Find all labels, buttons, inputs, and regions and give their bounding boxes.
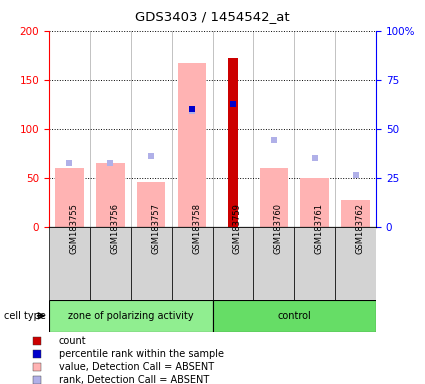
Bar xyxy=(300,178,329,227)
Text: count: count xyxy=(59,336,86,346)
Bar xyxy=(137,182,165,227)
Bar xyxy=(49,227,90,300)
Bar xyxy=(172,227,212,300)
Text: GDS3403 / 1454542_at: GDS3403 / 1454542_at xyxy=(135,10,290,23)
Bar xyxy=(212,227,253,300)
Bar xyxy=(335,227,376,300)
Bar xyxy=(260,168,288,227)
Text: percentile rank within the sample: percentile rank within the sample xyxy=(59,349,224,359)
Bar xyxy=(341,200,370,227)
Text: GSM183761: GSM183761 xyxy=(315,203,324,254)
Bar xyxy=(96,163,125,227)
Text: cell type: cell type xyxy=(4,311,46,321)
Text: GSM183756: GSM183756 xyxy=(110,203,119,254)
Text: GSM183755: GSM183755 xyxy=(69,203,78,254)
Bar xyxy=(49,300,212,332)
Text: value, Detection Call = ABSENT: value, Detection Call = ABSENT xyxy=(59,362,214,372)
Bar xyxy=(253,227,294,300)
Text: GSM183759: GSM183759 xyxy=(233,203,242,254)
Bar xyxy=(55,168,84,227)
Text: control: control xyxy=(278,311,311,321)
Text: GSM183757: GSM183757 xyxy=(151,203,160,254)
Text: GSM183760: GSM183760 xyxy=(274,203,283,254)
Bar xyxy=(228,58,238,227)
Text: GSM183758: GSM183758 xyxy=(192,203,201,254)
Bar xyxy=(294,227,335,300)
Text: rank, Detection Call = ABSENT: rank, Detection Call = ABSENT xyxy=(59,376,209,384)
Text: GSM183762: GSM183762 xyxy=(356,203,365,254)
Bar xyxy=(90,227,131,300)
Text: zone of polarizing activity: zone of polarizing activity xyxy=(68,311,193,321)
Bar xyxy=(212,300,376,332)
Bar xyxy=(131,227,172,300)
Bar xyxy=(178,63,207,227)
